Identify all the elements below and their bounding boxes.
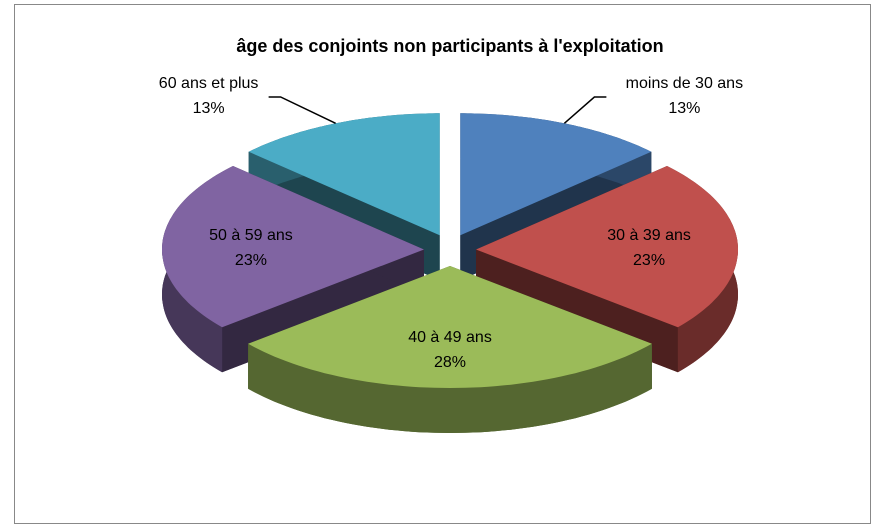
leader-line <box>563 96 607 124</box>
data-label-value: 23% <box>633 252 665 269</box>
slice <box>248 266 652 433</box>
data-label-value: 13% <box>668 100 700 117</box>
slice <box>476 166 738 373</box>
slice-side <box>248 343 652 433</box>
data-label-name: 60 ans et plus <box>159 75 259 92</box>
chart-title: âge des conjoints non participants à l'e… <box>236 36 663 56</box>
data-label-name: 50 à 59 ans <box>209 227 293 244</box>
data-label-name: moins de 30 ans <box>626 75 743 92</box>
data-label-name: 30 à 39 ans <box>607 227 691 244</box>
slice-top <box>476 166 738 328</box>
slice <box>460 113 652 281</box>
leader-line <box>268 96 336 125</box>
data-label-value: 23% <box>235 252 267 269</box>
data-label-value: 28% <box>434 354 466 371</box>
slice-top <box>162 166 424 328</box>
slice-top <box>248 266 652 388</box>
data-label-name: 40 à 49 ans <box>408 329 492 346</box>
slice-top <box>460 113 652 236</box>
slice-top <box>248 113 440 236</box>
data-label-value: 13% <box>193 100 225 117</box>
